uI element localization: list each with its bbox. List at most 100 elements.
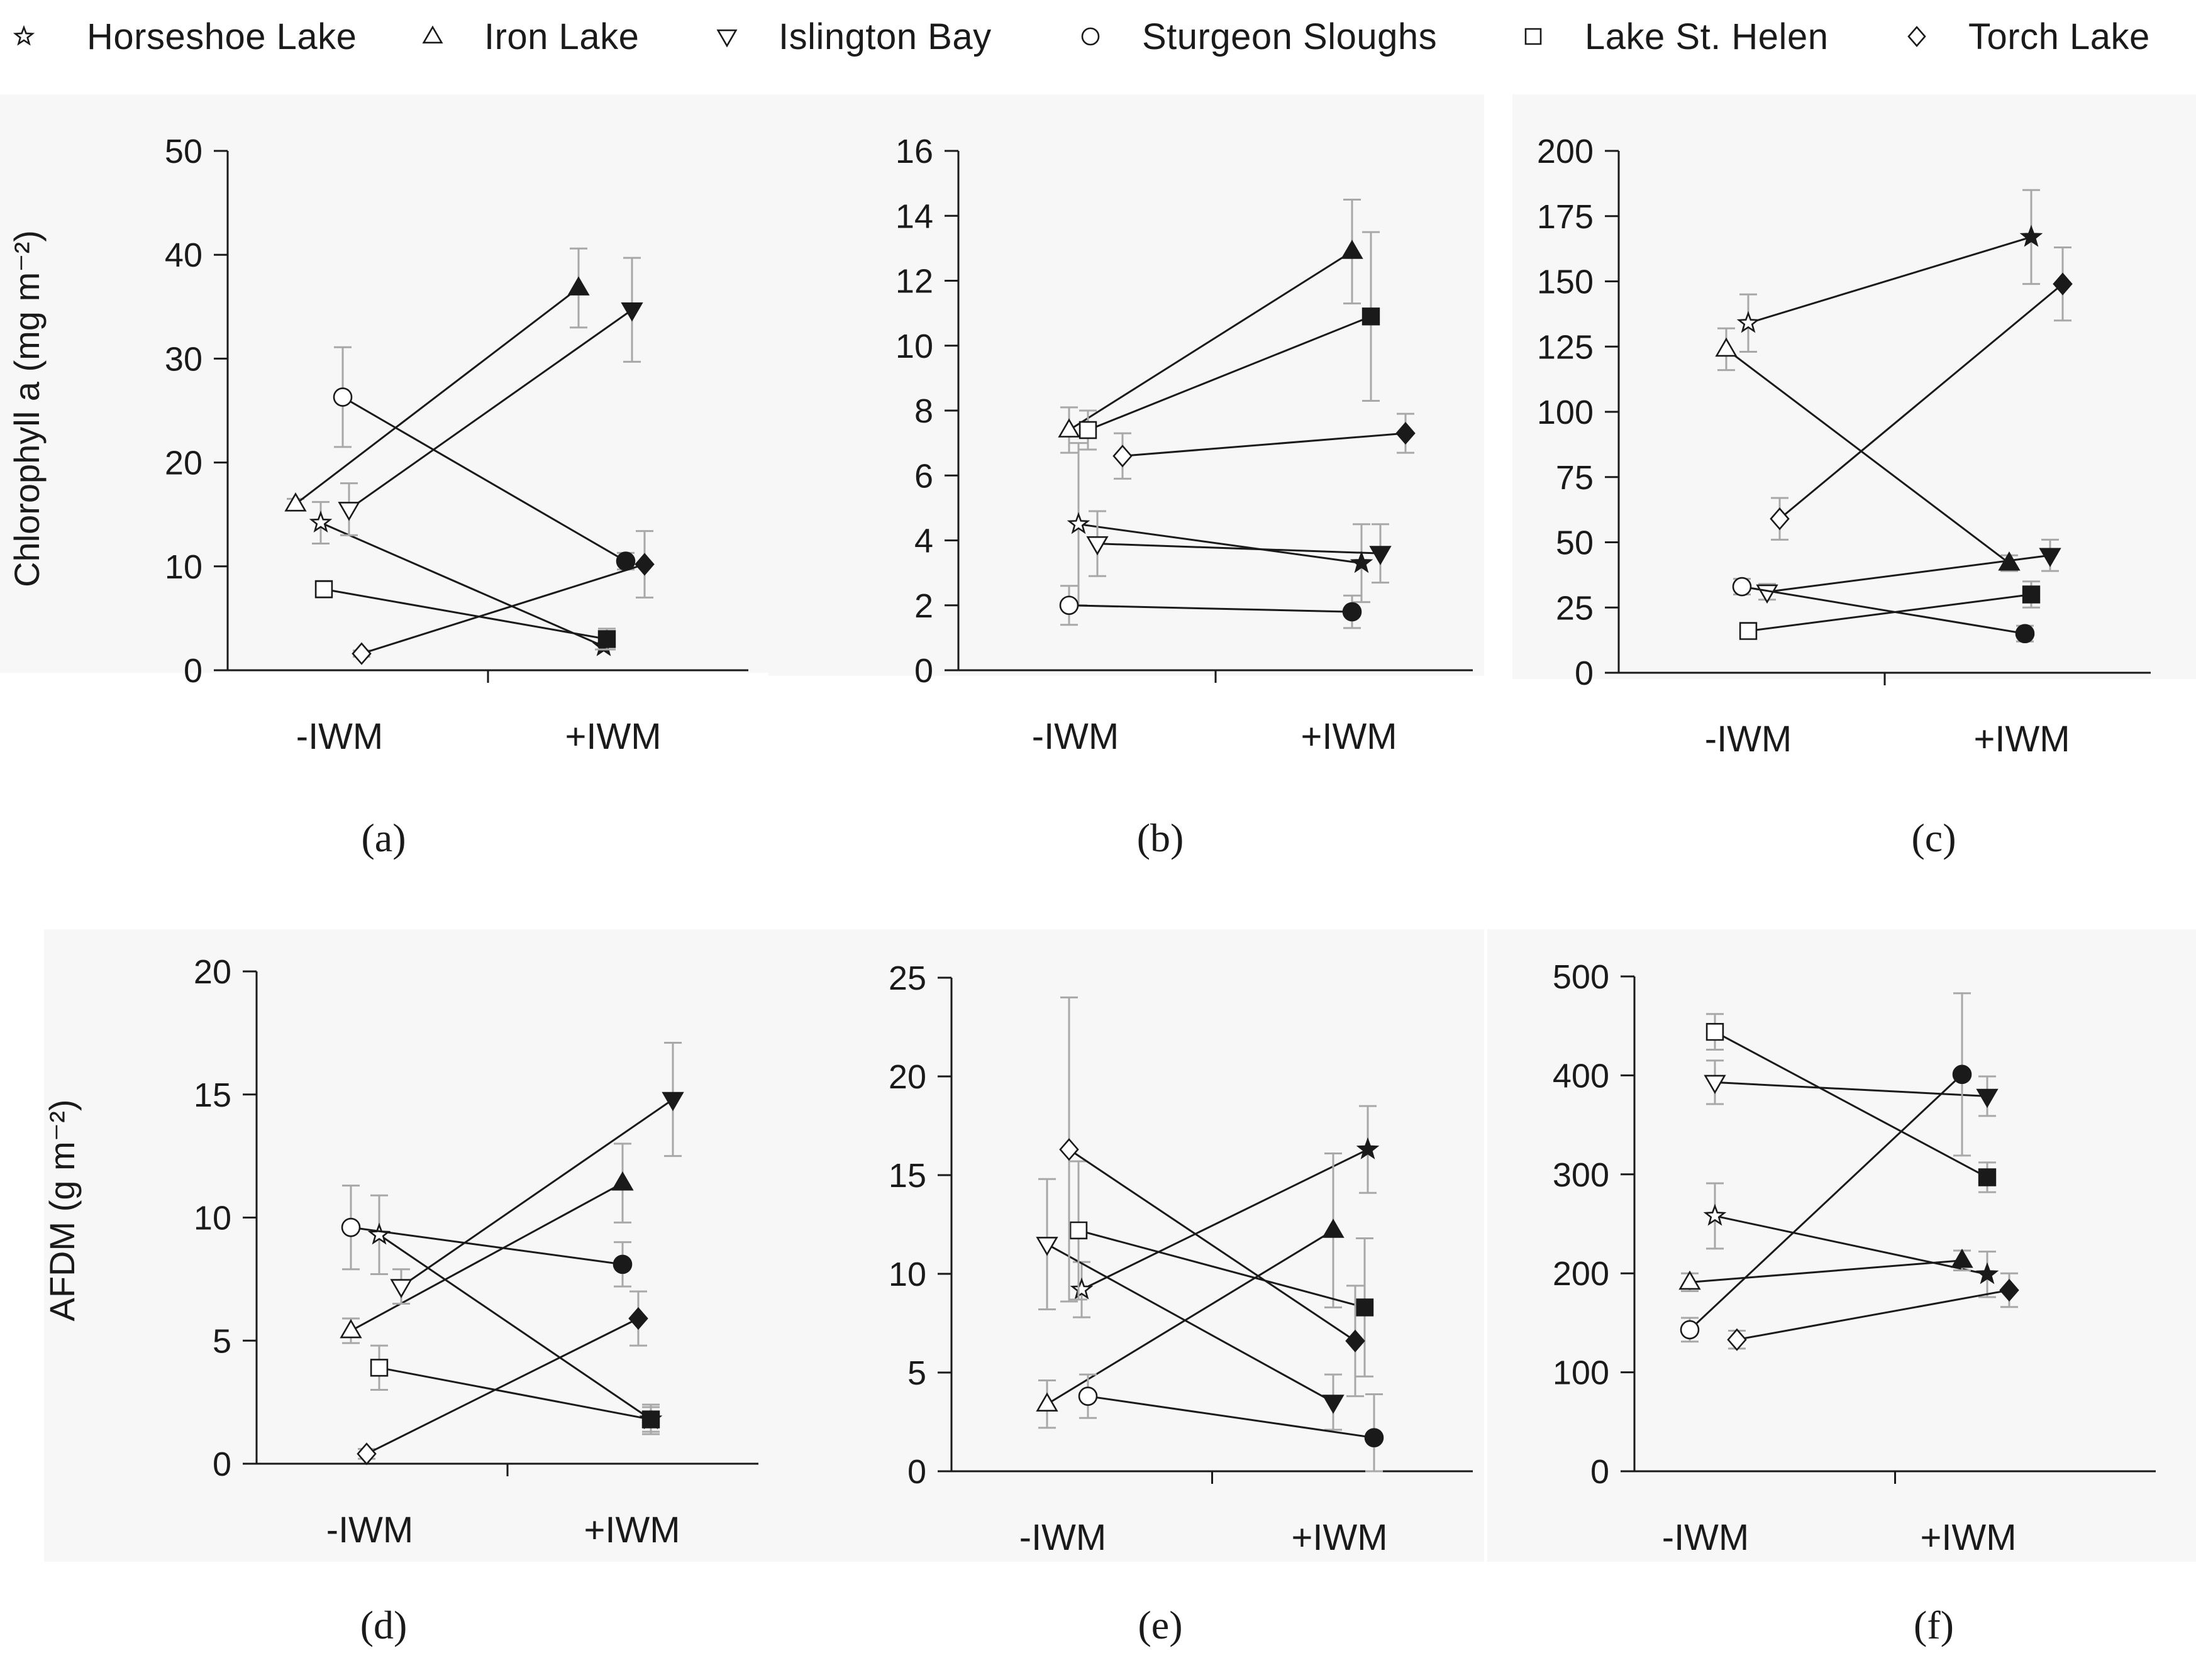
series-line: [1748, 594, 2032, 633]
series-torch-lake: [357, 1290, 648, 1466]
data-point: [1704, 1075, 1726, 1095]
y-tick-label: 200: [1553, 1255, 1609, 1293]
legend-item: Lake St. Helen: [1521, 11, 1828, 62]
chart-panel-a: 0 10 20 30 40 50 -IWM +IWM Chlorophyll a (mg m⁻²…: [0, 94, 768, 860]
panel-background: [0, 94, 768, 673]
data-point: [1680, 1320, 1700, 1340]
series-line: [1078, 1229, 1365, 1308]
legend-item: Horseshoe Lake: [11, 11, 357, 62]
y-tick-label: 0: [1575, 655, 1594, 692]
data-point: [1705, 1023, 1724, 1041]
data-point: [641, 1410, 660, 1429]
data-point: [1770, 507, 1790, 531]
data-point: [1059, 595, 1079, 616]
legend-item: Islington Bay: [714, 11, 992, 62]
data-point: [2015, 624, 2035, 644]
panel-caption: (e): [1138, 1603, 1182, 1647]
legend-label: Horseshoe Lake: [87, 16, 357, 57]
y-tick-label: 5: [907, 1354, 926, 1392]
series-line: [1779, 283, 2063, 520]
data-point: [662, 1091, 684, 1112]
data-point: [1058, 418, 1080, 438]
x-tick-label: -IWM: [1662, 1517, 1750, 1558]
series-line: [295, 287, 579, 505]
y-tick-label: 10: [194, 1200, 231, 1237]
data-point: [1350, 551, 1373, 573]
x-tick-label: -IWM: [296, 716, 384, 757]
x-tick-label: -IWM: [1032, 716, 1119, 757]
series-horseshoe-lake: [1736, 189, 2043, 353]
y-tick-label: 150: [1537, 263, 1594, 301]
chart-panel-c: 0 25 50 75 100 125 150 175 200 -IWM +IWM (c): [1512, 94, 2196, 860]
y-tick-label: 10: [889, 1256, 926, 1293]
data-point: [1727, 1328, 1747, 1351]
y-tick-label: 8: [914, 392, 933, 430]
y-tick-label: 0: [1590, 1453, 1609, 1491]
legend-item: Sturgeon Sloughs: [1078, 11, 1437, 62]
data-point: [1070, 1277, 1094, 1300]
series-line: [342, 396, 626, 562]
series-line: [1714, 1031, 1988, 1178]
y-tick-label: 20: [889, 1058, 926, 1096]
legend-item: Iron Lake: [420, 11, 639, 62]
data-point: [1069, 1221, 1088, 1240]
chart-panel-b: 0 2 4 6 8 10 12 14 16 -IWM +IWM (b): [768, 94, 1484, 860]
chart-panel-d: 0 5 10 15 20 -IWM +IWM AFDM (g m⁻²) (d): [42, 929, 768, 1647]
y-axis-label: Chlorophyll a (mg m⁻²): [7, 230, 47, 587]
y-tick-label: 100: [1553, 1354, 1609, 1392]
series-lake-st-helen: [1705, 1013, 1997, 1193]
series-line: [348, 309, 633, 511]
legend-marker: [13, 25, 35, 46]
series-lake-st-helen: [370, 1344, 660, 1435]
data-point: [1364, 1428, 1384, 1447]
legend-label: Sturgeon Sloughs: [1142, 16, 1438, 57]
chart-panel-f: 0 100 200 300 400 500 -IWM +IWM (f): [1487, 929, 2196, 1647]
y-tick-label: 500: [1553, 958, 1609, 996]
x-tick-label: -IWM: [1705, 719, 1792, 760]
series-lake-st-helen: [314, 580, 616, 651]
data-point: [1999, 1278, 2019, 1302]
data-point: [1322, 1219, 1345, 1238]
data-point: [1356, 1137, 1380, 1159]
data-point: [1341, 240, 1363, 259]
data-point: [338, 502, 360, 521]
y-tick-label: 300: [1553, 1156, 1609, 1194]
series-sturgeon-sloughs: [333, 346, 636, 571]
data-point: [1678, 1270, 1701, 1290]
data-point: [1951, 1249, 1973, 1268]
data-point: [352, 642, 372, 665]
y-tick-label: 15: [889, 1157, 926, 1195]
series-lake-st-helen: [1079, 231, 1380, 451]
y-tick-label: 0: [907, 1453, 926, 1491]
data-point: [314, 580, 333, 599]
y-tick-label: 400: [1553, 1057, 1609, 1095]
series-line: [350, 1226, 623, 1266]
series-line: [1081, 1148, 1368, 1291]
data-point: [597, 630, 616, 648]
data-point: [1736, 311, 1760, 333]
data-point: [1952, 1064, 1972, 1085]
x-tick-label: +IWM: [565, 716, 661, 757]
series-line: [320, 522, 604, 648]
y-axis-label: AFDM (g m⁻²): [42, 1099, 82, 1321]
data-point: [1036, 1392, 1058, 1412]
data-point: [1067, 512, 1090, 534]
y-tick-label: 14: [896, 197, 933, 235]
data-point: [340, 1318, 362, 1339]
panel-background: [768, 929, 1484, 1562]
data-point: [1715, 337, 1738, 357]
data-point: [2022, 585, 2041, 604]
series-line: [1078, 523, 1362, 565]
series-torch-lake: [1770, 246, 2073, 541]
data-point: [2053, 272, 2073, 296]
series-sturgeon-sloughs: [1680, 992, 1972, 1343]
series-iron-lake: [1058, 198, 1363, 454]
data-point: [1086, 536, 1109, 556]
series-line: [350, 1182, 623, 1332]
legend-label: Lake St. Helen: [1585, 16, 1829, 57]
y-tick-label: 2: [914, 587, 933, 625]
y-tick-label: 5: [213, 1322, 231, 1360]
x-tick-label: +IWM: [1291, 1517, 1387, 1558]
legend-marker: [422, 25, 443, 44]
panel-caption: (b): [1137, 815, 1184, 860]
